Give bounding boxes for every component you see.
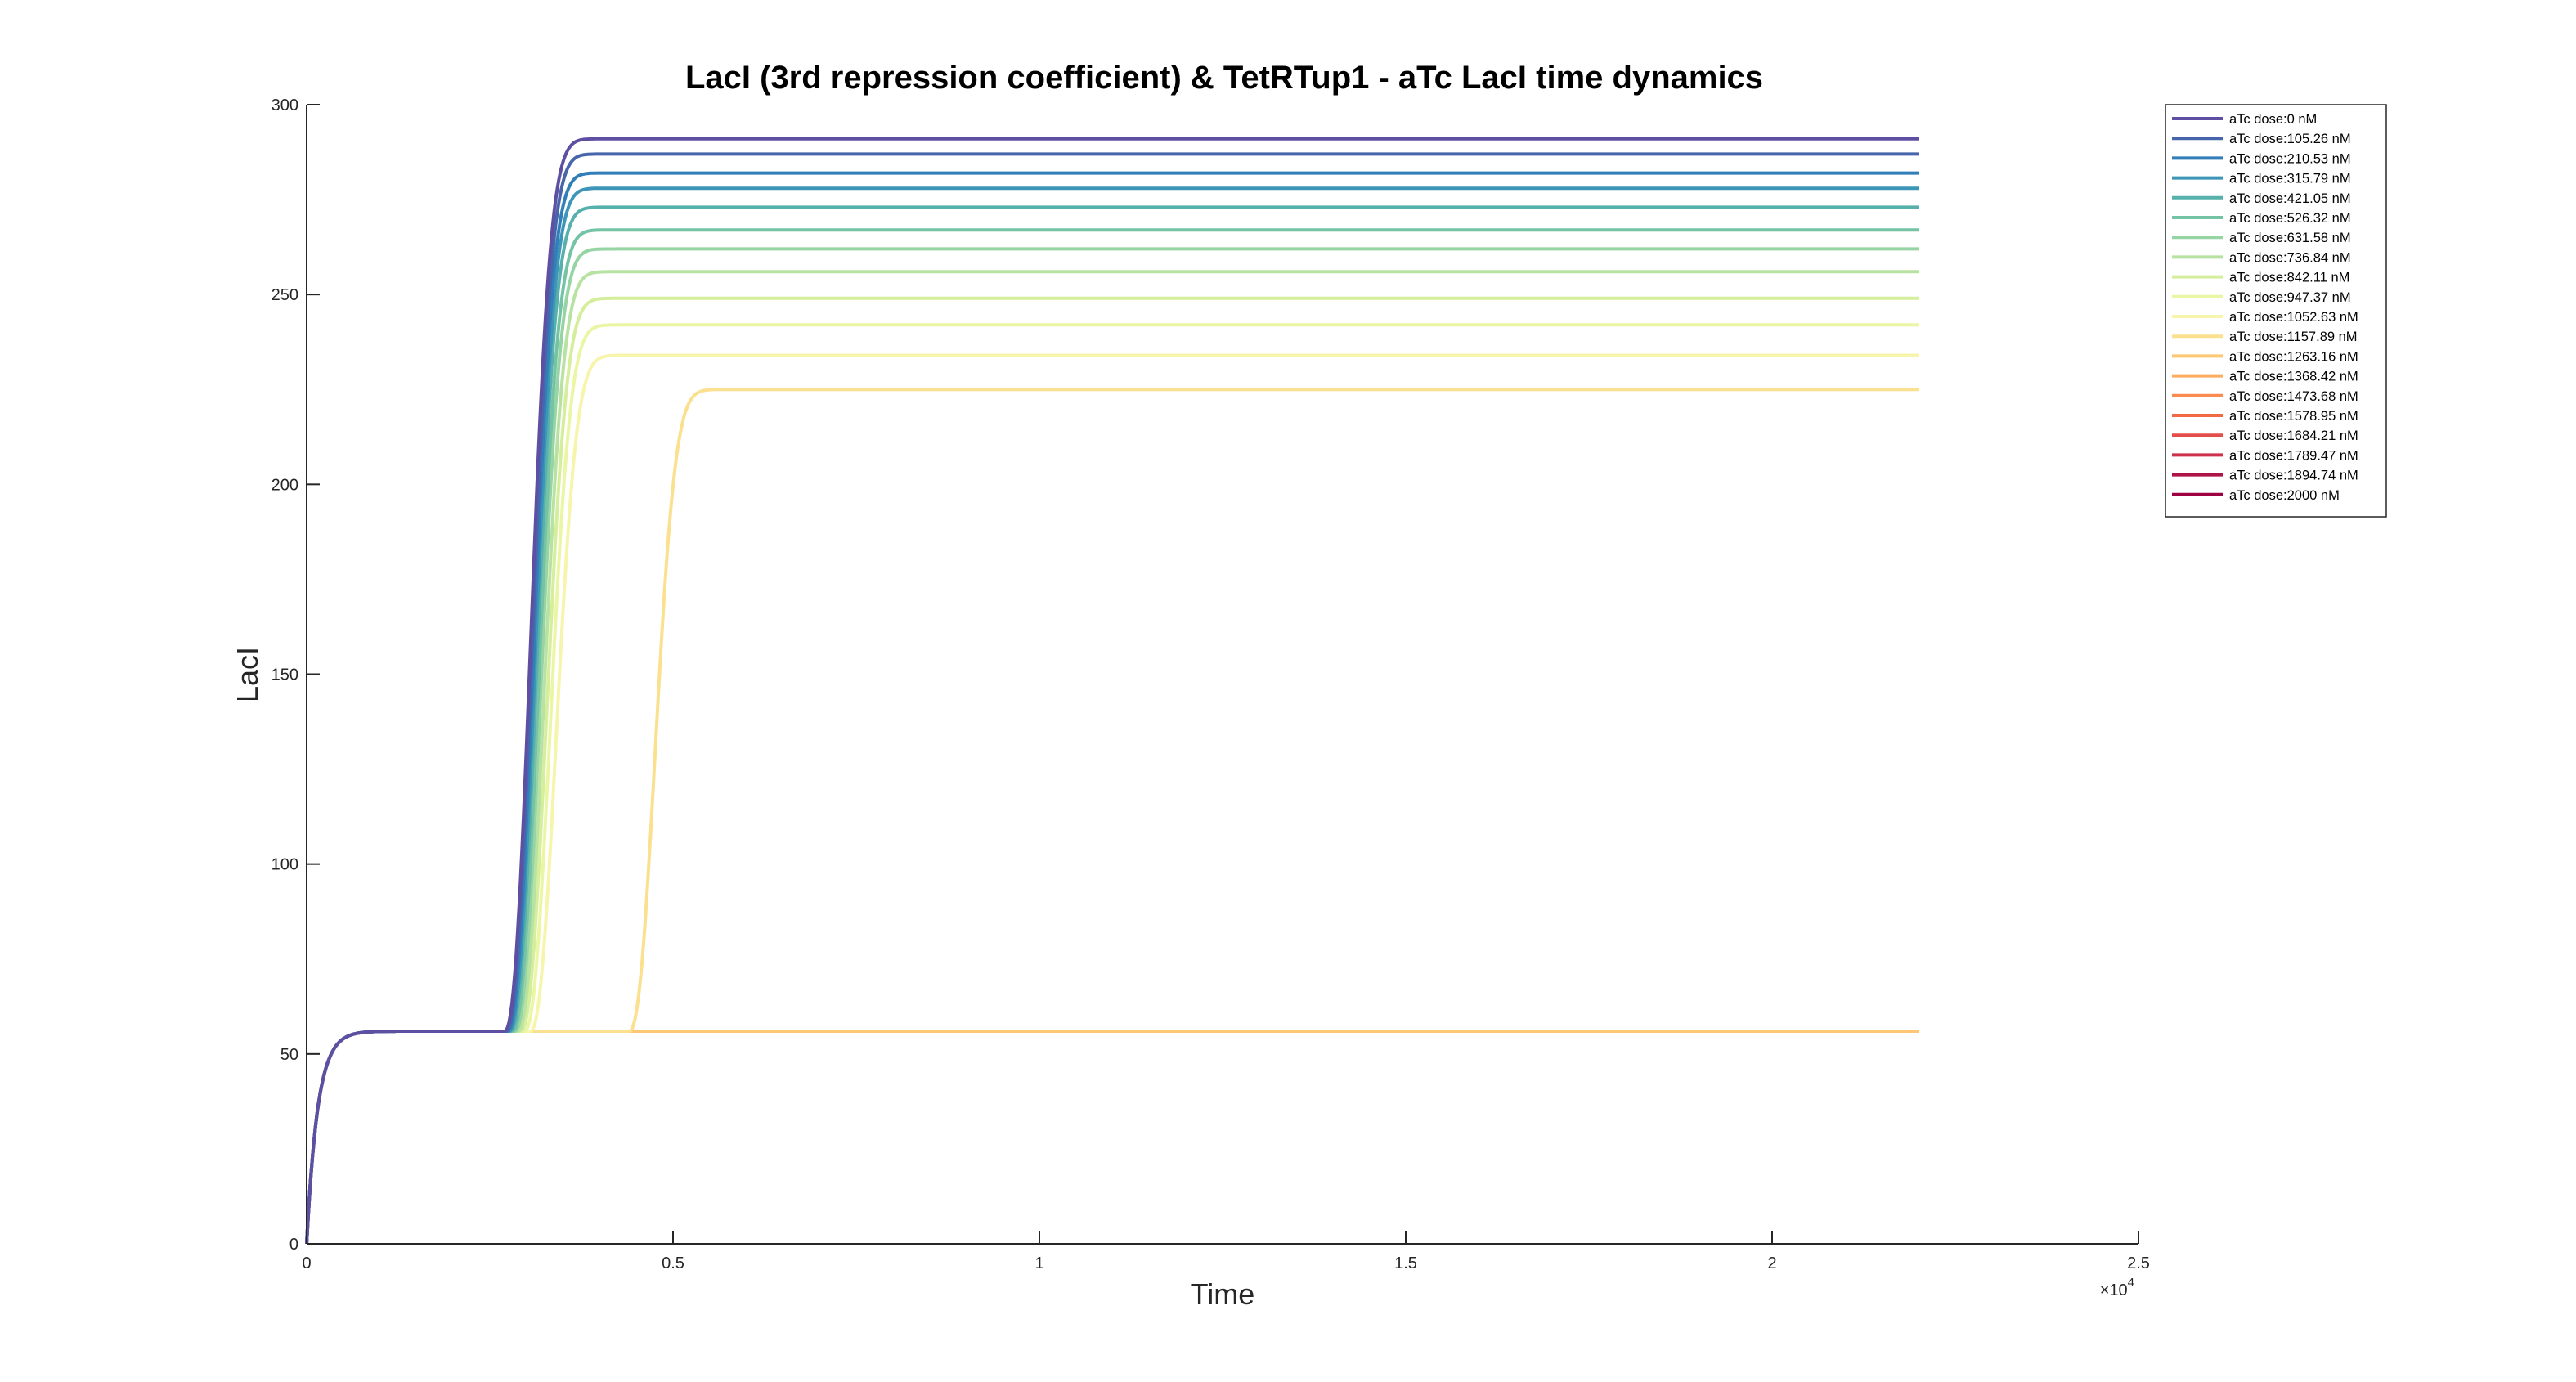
series-line — [305, 323, 1919, 1245]
series-line — [305, 228, 1919, 1245]
legend-entry-label: aTc dose:315.79 nM — [2229, 172, 2351, 186]
x-tick-label: 2 — [1767, 1254, 1776, 1272]
series-lines — [305, 137, 1919, 1245]
legend-box — [2165, 104, 2387, 518]
legend-entry-label: aTc dose:1157.89 nM — [2229, 330, 2358, 344]
legend-entry-label: aTc dose:210.53 nM — [2229, 151, 2351, 166]
legend-entry-label: aTc dose:526.32 nM — [2229, 211, 2351, 226]
legend[interactable]: aTc dose:0 nM aTc dose:105.26 nM aTc dose:… — [2165, 104, 2387, 518]
y-tick-label: 100 — [272, 856, 298, 874]
plot-area — [307, 105, 2138, 1244]
series-line — [305, 270, 1919, 1245]
axes: 0 0.5 1 1.5 2 2.5 0 50 100 150 200 250 300 — [272, 96, 2150, 1272]
x-ticks: 0 0.5 1 1.5 2 2.5 — [302, 1231, 2150, 1272]
series-line — [305, 247, 1919, 1245]
legend-entry-label: aTc dose:1473.68 nM — [2229, 389, 2358, 404]
y-tick-label: 250 — [272, 286, 298, 304]
series-line — [305, 152, 1919, 1245]
series-line — [305, 205, 1919, 1245]
series-line — [305, 137, 1919, 1245]
x-tick-label: 0 — [302, 1254, 311, 1272]
chart-title: LacI (3rd repression coefficient) & TetR… — [685, 60, 1763, 96]
series-line — [305, 171, 1919, 1245]
legend-entry-label: aTc dose:105.26 nM — [2229, 132, 2351, 146]
x-tick-label: 1.5 — [1394, 1254, 1417, 1272]
x-tick-label: 2.5 — [2127, 1254, 2150, 1272]
legend-entry-label: aTc dose:1578.95 nM — [2229, 409, 2358, 424]
x-axis-label: Time — [1191, 1277, 1255, 1311]
legend-entry-label: aTc dose:0 nM — [2229, 112, 2317, 127]
series-line — [305, 296, 1919, 1245]
legend-entry-label: aTc dose:1894.74 nM — [2229, 469, 2358, 483]
legend-entry-label: aTc dose:2000 nM — [2229, 488, 2340, 503]
y-tick-label: 150 — [272, 666, 298, 684]
y-tick-label: 0 — [289, 1236, 298, 1254]
series-line — [305, 388, 1919, 1245]
y-axis-label: LacI — [231, 647, 264, 702]
series-line — [305, 353, 1919, 1245]
legend-entry-label: aTc dose:736.84 nM — [2229, 250, 2351, 265]
legend-entry-label: aTc dose:842.11 nM — [2229, 271, 2349, 285]
legend-entry-label: aTc dose:421.05 nM — [2229, 191, 2351, 206]
series-line — [305, 186, 1919, 1245]
x-exponent-power: 4 — [2128, 1276, 2134, 1290]
legend-entry-label: aTc dose:1368.42 nM — [2229, 370, 2358, 384]
x-tick-label: 0.5 — [662, 1254, 684, 1272]
x-axis-exponent: ×104 — [2100, 1276, 2134, 1299]
y-tick-label: 50 — [280, 1046, 298, 1064]
legend-entry-label: aTc dose:947.37 nM — [2229, 290, 2351, 305]
x-exponent-base: ×10 — [2100, 1281, 2128, 1299]
legend-entry-label: aTc dose:1789.47 nM — [2229, 448, 2358, 463]
y-tick-label: 300 — [272, 96, 298, 114]
legend-entry-label: aTc dose:631.58 nM — [2229, 231, 2351, 245]
y-ticks: 0 50 100 150 200 250 300 — [272, 96, 320, 1254]
legend-entry-label: aTc dose:1684.21 nM — [2229, 429, 2358, 443]
legend-entry-label: aTc dose:1263.16 nM — [2229, 349, 2358, 364]
y-tick-label: 200 — [272, 476, 298, 494]
x-tick-label: 1 — [1034, 1254, 1043, 1272]
legend-entry-label: aTc dose:1052.63 nM — [2229, 310, 2358, 325]
